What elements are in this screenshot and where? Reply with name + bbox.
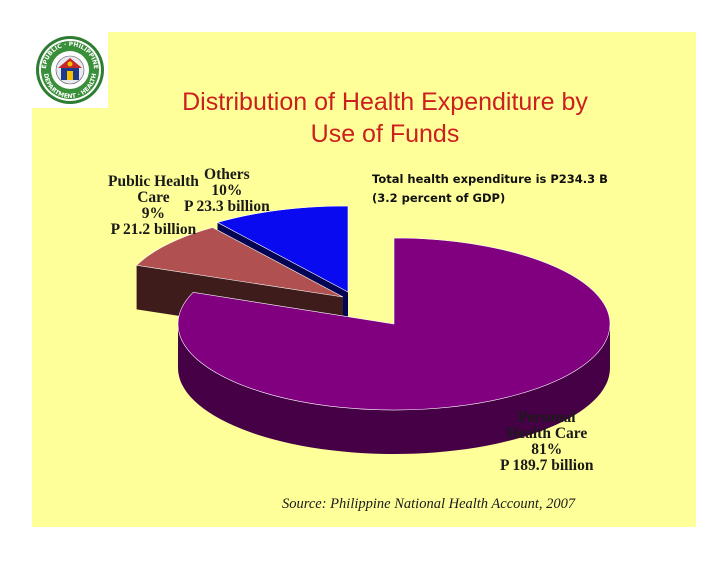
chart-title: Distribution of Health Expenditure by Us… <box>110 86 660 150</box>
lbl-personal-line-3: P 189.7 billion <box>500 457 594 474</box>
lbl-public-line-2: 9% <box>141 205 166 222</box>
lbl-public-line-1: Care <box>137 189 170 206</box>
lbl-others-line-2: P 23.3 billion <box>184 198 270 215</box>
source-note: Source: Philippine National Health Accou… <box>282 496 576 512</box>
total-expenditure-line-2: (3.2 percent of GDP) <box>372 191 506 205</box>
personal-health-care-label: Personal Health Care 81% P 189.7 billion <box>500 410 593 474</box>
chart-title-line-1: Distribution of Health Expenditure by <box>182 88 588 116</box>
lbl-others-line-0: Others <box>204 166 250 183</box>
others-label: Others 10% P 23.3 billion <box>184 167 270 215</box>
chart-title-line-2: Use of Funds <box>310 120 460 148</box>
total-expenditure-note: Total health expenditure is P234.3 B (3.… <box>372 170 672 208</box>
public-health-care-label: Public Health Care 9% P 21.2 billion <box>108 174 199 238</box>
lbl-personal-line-1: Health Care <box>506 425 588 442</box>
lbl-public-line-0: Public Health <box>108 173 199 190</box>
lbl-others-line-1: 10% <box>211 182 243 199</box>
pie-top-faces <box>135 205 611 411</box>
pie-wall-personal <box>178 324 610 454</box>
pie-slice-others <box>216 205 349 293</box>
lbl-public-line-3: P 21.2 billion <box>110 221 197 238</box>
lbl-personal-line-2: 81% <box>531 441 563 458</box>
doh-seal-icon: REPUBLIC · PHILIPPINES DEPARTMENT · HEAL… <box>30 27 104 104</box>
lbl-personal-line-0: Personal <box>517 409 576 426</box>
doh-logo: REPUBLIC · PHILIPPINES DEPARTMENT · HEAL… <box>30 27 108 108</box>
total-expenditure-line-1: Total health expenditure is P234.3 B <box>372 172 608 186</box>
pie-slice-public <box>135 227 344 298</box>
pie-slice-personal <box>177 237 611 411</box>
